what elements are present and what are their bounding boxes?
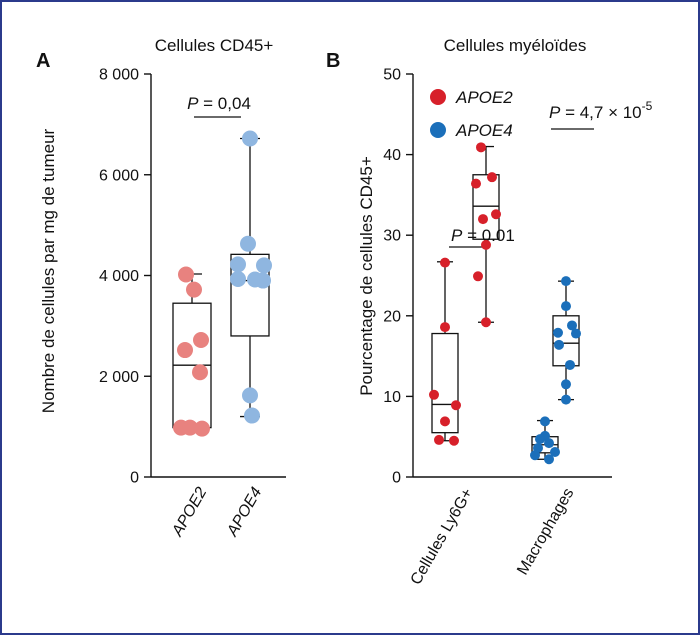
- panel-a-y-tick-label: 8 000: [99, 67, 139, 84]
- panel-b-apoe4-ly6g-point: [544, 438, 554, 449]
- panel-b-apoe2-ly6g-point: [434, 434, 444, 445]
- panel-b-apoe4-ly6g-point: [535, 434, 545, 445]
- panel-b-apoe2-macrophages-point: [473, 271, 483, 282]
- panel-a-apoe2-point: [193, 331, 209, 348]
- panel-b-apoe4-macrophages-point: [565, 359, 575, 370]
- panel-b-apoe4-macrophages-point: [561, 276, 571, 287]
- panel-b-p-text-ly6g: = 0.01: [462, 226, 514, 245]
- panel-b-apoe2-macrophages-point: [481, 317, 491, 328]
- panel-a-p-symbol: P: [187, 94, 199, 113]
- panel-b-apoe4-macrophages-point: [567, 320, 577, 331]
- legend-apoe4-marker: [430, 122, 446, 138]
- panel-a-apoe2-point: [177, 342, 193, 359]
- legend-apoe4-label: APOE4: [455, 121, 513, 140]
- panel-b-p-symbol-ly6g: P: [451, 226, 463, 245]
- panel-b-apoe2-ly6g-point: [429, 389, 439, 400]
- panel-b-apoe2-ly6g-box: [431, 332, 459, 434]
- panel-b-apoe2-macrophages-point: [491, 209, 501, 220]
- panel-a-apoe4-point: [256, 257, 272, 274]
- panel-b-y-axis-label: Pourcentage de cellules CD45+: [357, 156, 376, 396]
- panel-a-y-tick-label: 6 000: [99, 167, 139, 184]
- panel-a-apoe2-point: [194, 420, 210, 437]
- panel-b-apoe2-macrophages-point: [478, 214, 488, 225]
- panel-b-plot: 0 10 20 30 40 50: [383, 67, 612, 487]
- panel-a-apoe4-point: [230, 271, 246, 288]
- panel-a-apoe2-point: [178, 266, 194, 283]
- panel-b-apoe4-ly6g-point: [544, 454, 554, 465]
- panel-b-apoe4-ly6g-point: [540, 416, 550, 427]
- panel-b-apoe2-ly6g-point: [449, 435, 459, 446]
- panel-a-apoe4-point: [242, 387, 258, 404]
- panel-b-apoe4-macrophages-point: [561, 379, 571, 390]
- panel-b-p-text-macrophages: = 4,7 × 10: [560, 103, 641, 122]
- panel-b-letter: B: [326, 50, 340, 72]
- panel-b-p-value-ly6g: P = 0.01: [451, 226, 515, 245]
- panel-a-title: Cellules CD45+: [155, 36, 274, 55]
- panel-a-apoe4-box: [230, 253, 270, 337]
- panel-b-y-tick-label: 20: [383, 308, 401, 325]
- panel-a-y-tick-label: 2 000: [99, 369, 139, 386]
- panel-b-apoe2-macrophages-point: [471, 178, 481, 189]
- panel-b-p-value-macrophages: P = 4,7 × 10-5: [549, 99, 653, 122]
- panel-b-apoe2-ly6g-point: [440, 257, 450, 268]
- panel-b-y-tick-label: 50: [383, 67, 401, 84]
- panel-b-apoe4-macrophages-point: [561, 301, 571, 312]
- panel-b-apoe4-ly6g-point: [530, 450, 540, 461]
- panel-a-plot: 0 2 000 4 000 6 000 8 000: [99, 67, 286, 487]
- panel-a-apoe2-point: [192, 364, 208, 381]
- panel-b-apoe2-macrophages-point: [476, 142, 486, 153]
- panel-b-apoe4-macrophages-point: [561, 394, 571, 405]
- panel-b-apoe2-macrophages-box: [472, 174, 500, 240]
- panel-b-title: Cellules myéloïdes: [444, 36, 587, 55]
- panel-b-y-tick-label: 40: [383, 147, 401, 164]
- panel-a-apoe4-point: [242, 130, 258, 147]
- panel-b-apoe2-macrophages-point: [487, 172, 497, 183]
- panel-b-p-exponent-macrophages: -5: [642, 99, 653, 113]
- panel-b-apoe2-ly6g-point: [451, 400, 461, 411]
- panel-a-y-tick-label: 0: [130, 470, 139, 487]
- panel-b-apoe2-ly6g-point: [440, 322, 450, 333]
- panel-b-y-tick-label: 0: [392, 470, 401, 487]
- panel-a-y-tick-label: 4 000: [99, 268, 139, 285]
- panel-b-y-tick-label: 10: [383, 389, 401, 406]
- panel-a-apoe2-point: [186, 281, 202, 298]
- panel-a-p-text: = 0,04: [198, 94, 250, 113]
- panel-a-letter: A: [36, 50, 50, 72]
- panel-b-apoe4-ly6g-point: [550, 447, 560, 458]
- panel-b-p-symbol-macrophages: P: [549, 103, 561, 122]
- panel-b-apoe2-macrophages-point: [481, 239, 491, 250]
- panel-a-p-value: P = 0,04: [187, 94, 251, 113]
- panel-a-apoe4-point: [244, 407, 260, 424]
- legend-apoe2-marker: [430, 89, 446, 105]
- panel-a-apoe4-point: [240, 235, 256, 252]
- panel-b-apoe4-macrophages-point: [553, 327, 563, 338]
- panel-a-apoe2-point: [182, 419, 198, 436]
- panel-b-apoe2-ly6g-point: [440, 416, 450, 427]
- panel-b-apoe4-macrophages-point: [554, 339, 564, 350]
- panel-a-apoe4-point: [230, 256, 246, 273]
- panel-b-apoe4-macrophages-point: [571, 328, 581, 339]
- panel-a-apoe4-point: [255, 272, 271, 289]
- panel-a-y-axis-label: Nombre de cellules par mg de tumeur: [39, 128, 58, 413]
- legend-apoe2-label: APOE2: [455, 88, 513, 107]
- panel-b-y-tick-label: 30: [383, 228, 401, 245]
